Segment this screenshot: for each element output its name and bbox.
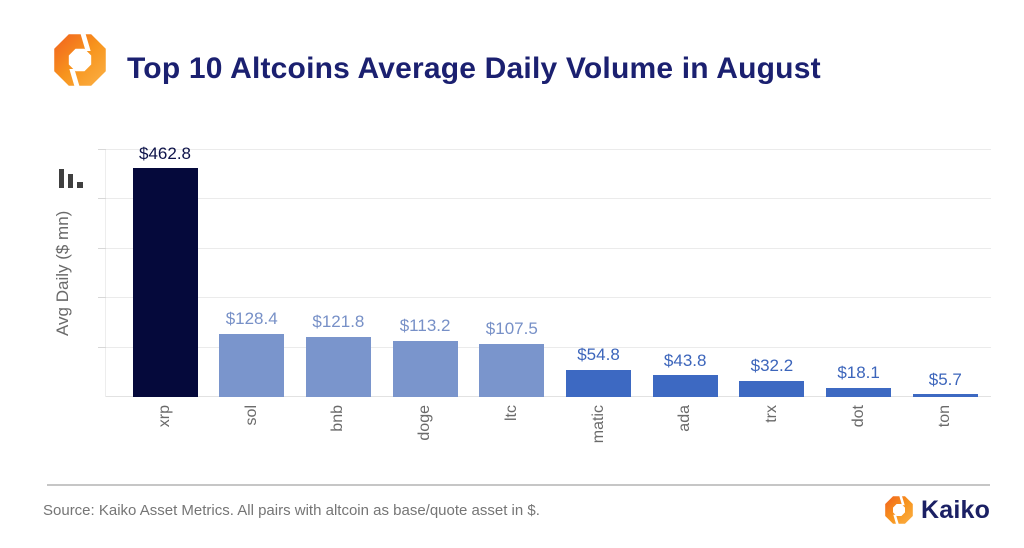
footer-divider bbox=[47, 484, 990, 486]
bar-ltc bbox=[479, 343, 545, 397]
kaiko-logo-icon bbox=[885, 495, 913, 525]
brand-wordmark: Kaiko bbox=[921, 495, 991, 524]
x-tick-bnb: bnb bbox=[329, 405, 347, 432]
source-note: Source: Kaiko Asset Metrics. All pairs w… bbox=[43, 502, 540, 519]
x-tick-ltc: ltc bbox=[502, 405, 520, 421]
bar-bnb bbox=[305, 336, 371, 397]
value-label-xrp: $462.8 bbox=[139, 143, 191, 163]
gridline-300 bbox=[106, 247, 991, 249]
plot-area: $462.8 xrp $128.4 sol $121.8 bnb $113.2 doge $10… bbox=[98, 144, 991, 443]
bar-doge bbox=[392, 341, 458, 397]
brand-lockup: Kaiko bbox=[884, 495, 990, 525]
y-tick-300 bbox=[98, 247, 106, 249]
value-label-ada: $43.8 bbox=[663, 350, 707, 370]
bar-xrp bbox=[132, 168, 198, 397]
kaiko-logo-icon bbox=[54, 32, 106, 88]
y-tick-400 bbox=[98, 198, 106, 200]
value-label-doge: $113.2 bbox=[399, 316, 451, 336]
gridline-400 bbox=[106, 198, 991, 200]
value-label-trx: $32.2 bbox=[750, 356, 794, 376]
gridline-200 bbox=[106, 297, 991, 299]
x-tick-dot: dot bbox=[849, 405, 867, 428]
value-label-sol: $128.4 bbox=[225, 308, 278, 328]
bar-sol bbox=[219, 333, 285, 397]
bar-matic bbox=[566, 369, 631, 397]
x-tick-trx: trx bbox=[762, 405, 780, 423]
x-tick-sol: sol bbox=[242, 405, 260, 426]
x-tick-xrp: xrp bbox=[156, 405, 173, 428]
y-tick-500 bbox=[98, 149, 106, 150]
value-label-bnb: $121.8 bbox=[312, 312, 365, 332]
value-label-ton: $5.7 bbox=[928, 369, 962, 389]
x-tick-ton: ton bbox=[936, 405, 954, 428]
gridline-100 bbox=[106, 346, 991, 348]
value-label-matic: $54.8 bbox=[577, 345, 620, 365]
x-tick-ada: ada bbox=[676, 405, 694, 432]
value-label-dot: $18.1 bbox=[837, 363, 880, 383]
value-label-ltc: $107.5 bbox=[485, 319, 538, 339]
x-axis-line bbox=[106, 396, 991, 397]
bar-trx bbox=[739, 381, 805, 397]
bar-ada bbox=[652, 375, 718, 397]
bar-chart-icon bbox=[59, 169, 83, 188]
page-title: Top 10 Altcoins Average Daily Volume in … bbox=[127, 52, 821, 85]
bar-ton bbox=[912, 394, 978, 397]
gridline-500 bbox=[106, 149, 991, 150]
x-tick-matic: matic bbox=[589, 405, 607, 444]
bar-dot bbox=[826, 388, 892, 397]
y-tick-200 bbox=[98, 297, 106, 299]
y-axis-label: Avg Daily ($ mn) bbox=[53, 210, 72, 337]
y-tick-100 bbox=[98, 346, 106, 348]
x-tick-doge: doge bbox=[416, 405, 434, 441]
